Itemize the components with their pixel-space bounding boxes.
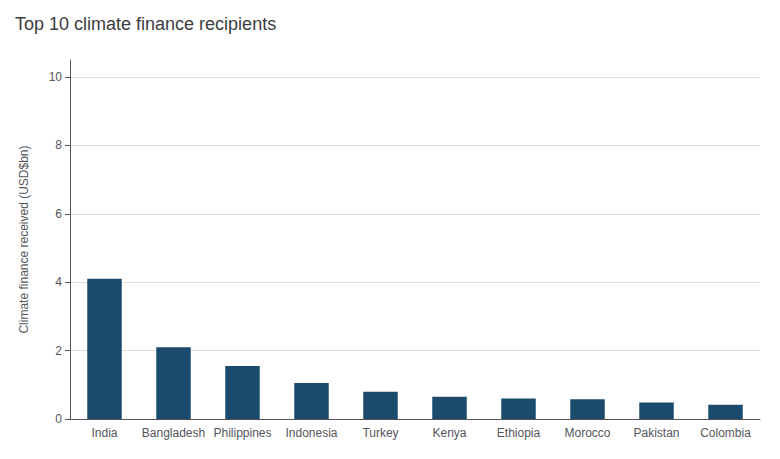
svg-text:Ethiopia: Ethiopia [497,426,541,440]
svg-text:2: 2 [55,344,62,358]
svg-text:6: 6 [55,207,62,221]
svg-text:4: 4 [55,275,62,289]
svg-text:Bangladesh: Bangladesh [142,426,205,440]
svg-text:Top 10 climate finance recipie: Top 10 climate finance recipients [15,14,276,34]
svg-text:Turkey: Turkey [362,426,398,440]
svg-text:Morocco: Morocco [564,426,610,440]
svg-text:Philippines: Philippines [213,426,271,440]
svg-text:Kenya: Kenya [432,426,466,440]
svg-text:India: India [91,426,117,440]
svg-text:10: 10 [49,70,63,84]
svg-text:Climate finance received (USD$: Climate finance received (USD$bn) [17,145,31,333]
svg-text:8: 8 [55,138,62,152]
svg-text:0: 0 [55,412,62,426]
svg-text:Indonesia: Indonesia [285,426,337,440]
svg-text:Colombia: Colombia [700,426,751,440]
svg-text:Pakistan: Pakistan [633,426,679,440]
